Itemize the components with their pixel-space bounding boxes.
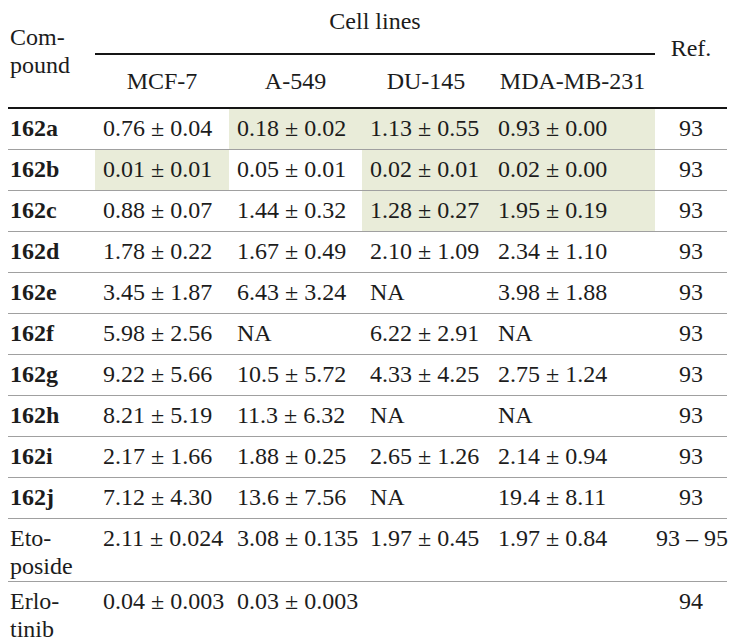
column-header-mcf7: MCF-7 <box>95 54 229 108</box>
ref-cell: 93 <box>655 231 727 272</box>
table-row: 162f5.98 ± 2.56NA6.22 ± 2.91NA93 <box>8 313 727 354</box>
value-cell: 0.88 ± 0.07 <box>95 190 229 231</box>
table-row: Eto- poside2.11 ± 0.0243.08 ± 0.1351.97 … <box>8 518 727 581</box>
value-cell: 0.04 ± 0.003 <box>95 581 229 640</box>
value-cell: 10.5 ± 5.72 <box>229 354 362 395</box>
cell-lines-group-header: Cell lines <box>95 0 655 54</box>
ref-cell: 94 <box>655 581 727 640</box>
ref-cell: 93 <box>655 272 727 313</box>
table-row: 162b0.01 ± 0.010.05 ± 0.010.02 ± 0.010.0… <box>8 149 727 190</box>
value-cell: 0.03 ± 0.003 <box>229 581 362 640</box>
compound-cell: 162a <box>8 108 95 149</box>
value-cell: 2.34 ± 1.10 <box>490 231 655 272</box>
compound-cell: 162j <box>8 477 95 518</box>
compound-cell: 162g <box>8 354 95 395</box>
value-cell: 0.93 ± 0.00 <box>490 108 655 149</box>
compound-cell: 162d <box>8 231 95 272</box>
compound-cell: Eto- poside <box>8 518 95 581</box>
value-cell: 1.95 ± 0.19 <box>490 190 655 231</box>
value-cell: 13.6 ± 7.56 <box>229 477 362 518</box>
value-cell: 4.33 ± 4.25 <box>362 354 490 395</box>
compound-cell: Erlo- tinib <box>8 581 95 640</box>
value-cell: 2.10 ± 1.09 <box>362 231 490 272</box>
value-cell: 19.4 ± 8.11 <box>490 477 655 518</box>
ref-cell: 93 <box>655 436 727 477</box>
value-cell: NA <box>229 313 362 354</box>
ref-cell: 93 <box>655 313 727 354</box>
value-cell: 2.17 ± 1.66 <box>95 436 229 477</box>
value-cell: NA <box>490 313 655 354</box>
value-cell <box>490 581 655 640</box>
table-header: Com- pound Cell lines Ref. MCF-7 A-549 D… <box>8 0 727 108</box>
column-header-a549: A-549 <box>229 54 362 108</box>
ic50-table: Com- pound Cell lines Ref. MCF-7 A-549 D… <box>8 0 727 640</box>
header-row-celllines: MCF-7 A-549 DU-145 MDA-MB-231 <box>8 54 727 108</box>
compound-cell: 162b <box>8 149 95 190</box>
value-cell: 1.88 ± 0.25 <box>229 436 362 477</box>
compound-column-header: Com- pound <box>8 0 95 108</box>
ref-cell: 93 <box>655 149 727 190</box>
value-cell: 6.22 ± 2.91 <box>362 313 490 354</box>
value-cell: 0.02 ± 0.00 <box>490 149 655 190</box>
table-body: 162a0.76 ± 0.040.18 ± 0.021.13 ± 0.550.9… <box>8 108 727 640</box>
value-cell: 8.21 ± 5.19 <box>95 395 229 436</box>
value-cell: 2.65 ± 1.26 <box>362 436 490 477</box>
ref-cell: 93 – 95 <box>655 518 727 581</box>
value-cell: 2.11 ± 0.024 <box>95 518 229 581</box>
header-row-group: Com- pound Cell lines Ref. <box>8 0 727 54</box>
table-row: 162j7.12 ± 4.3013.6 ± 7.56NA19.4 ± 8.119… <box>8 477 727 518</box>
value-cell: 1.97 ± 0.45 <box>362 518 490 581</box>
ref-cell: 93 <box>655 477 727 518</box>
value-cell: 1.67 ± 0.49 <box>229 231 362 272</box>
value-cell: 1.44 ± 0.32 <box>229 190 362 231</box>
value-cell: 9.22 ± 5.66 <box>95 354 229 395</box>
value-cell: 1.78 ± 0.22 <box>95 231 229 272</box>
value-cell: 3.45 ± 1.87 <box>95 272 229 313</box>
table-row: 162g9.22 ± 5.6610.5 ± 5.724.33 ± 4.252.7… <box>8 354 727 395</box>
value-cell: 11.3 ± 6.32 <box>229 395 362 436</box>
table-row: 162a0.76 ± 0.040.18 ± 0.021.13 ± 0.550.9… <box>8 108 727 149</box>
ref-cell: 93 <box>655 190 727 231</box>
table-row: Erlo- tinib0.04 ± 0.0030.03 ± 0.003 94 <box>8 581 727 640</box>
ref-cell: 93 <box>655 395 727 436</box>
value-cell <box>362 581 490 640</box>
compound-cell: 162h <box>8 395 95 436</box>
value-cell: 0.18 ± 0.02 <box>229 108 362 149</box>
value-cell: NA <box>362 395 490 436</box>
value-cell: 3.98 ± 1.88 <box>490 272 655 313</box>
value-cell: 1.28 ± 0.27 <box>362 190 490 231</box>
value-cell: NA <box>362 477 490 518</box>
value-cell: 0.02 ± 0.01 <box>362 149 490 190</box>
value-cell: 3.08 ± 0.135 <box>229 518 362 581</box>
compound-cell: 162i <box>8 436 95 477</box>
table-row: 162i2.17 ± 1.661.88 ± 0.252.65 ± 1.262.1… <box>8 436 727 477</box>
column-header-du145: DU-145 <box>362 54 490 108</box>
value-cell: 6.43 ± 3.24 <box>229 272 362 313</box>
ref-cell: 93 <box>655 354 727 395</box>
compound-cell: 162f <box>8 313 95 354</box>
value-cell: 1.13 ± 0.55 <box>362 108 490 149</box>
value-cell: 0.76 ± 0.04 <box>95 108 229 149</box>
table-row: 162e3.45 ± 1.876.43 ± 3.24NA3.98 ± 1.889… <box>8 272 727 313</box>
value-cell: 2.75 ± 1.24 <box>490 354 655 395</box>
table-row: 162h8.21 ± 5.1911.3 ± 6.32NANA93 <box>8 395 727 436</box>
value-cell: 0.01 ± 0.01 <box>95 149 229 190</box>
table-row: 162d1.78 ± 0.221.67 ± 0.492.10 ± 1.092.3… <box>8 231 727 272</box>
column-header-mdamb231: MDA-MB-231 <box>490 54 655 108</box>
ref-cell: 93 <box>655 108 727 149</box>
compound-cell: 162c <box>8 190 95 231</box>
value-cell: 0.05 ± 0.01 <box>229 149 362 190</box>
paper-table-figure: Com- pound Cell lines Ref. MCF-7 A-549 D… <box>0 0 730 640</box>
compound-cell: 162e <box>8 272 95 313</box>
value-cell: 7.12 ± 4.30 <box>95 477 229 518</box>
value-cell: NA <box>362 272 490 313</box>
value-cell: 1.97 ± 0.84 <box>490 518 655 581</box>
ref-column-header: Ref. <box>655 0 727 108</box>
value-cell: NA <box>490 395 655 436</box>
value-cell: 2.14 ± 0.94 <box>490 436 655 477</box>
table-row: 162c0.88 ± 0.071.44 ± 0.321.28 ± 0.271.9… <box>8 190 727 231</box>
value-cell: 5.98 ± 2.56 <box>95 313 229 354</box>
